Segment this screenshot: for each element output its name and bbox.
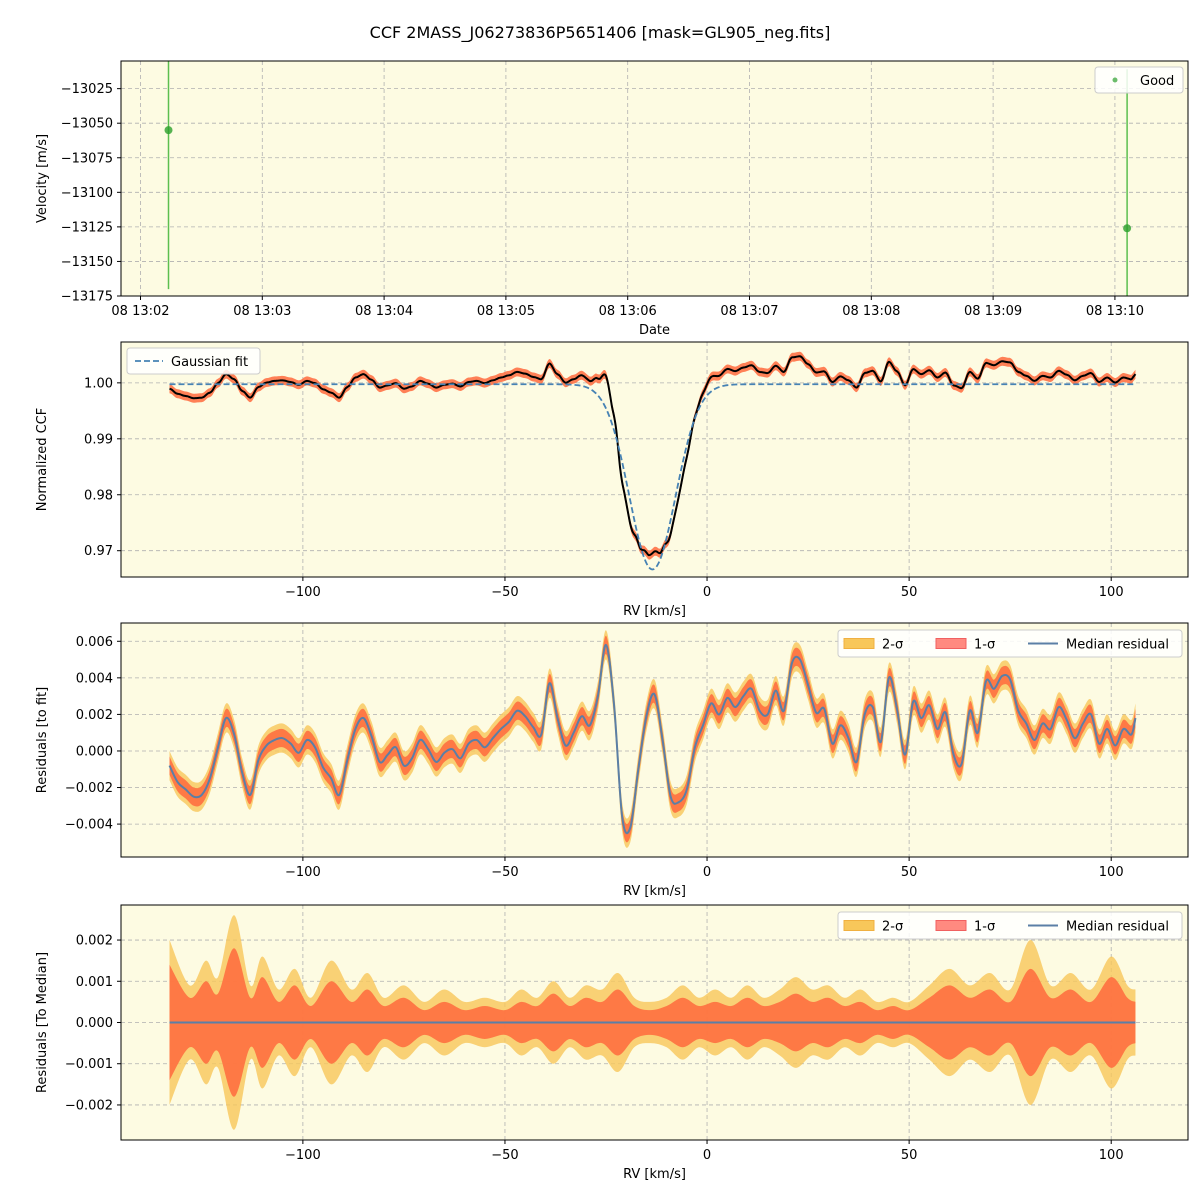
y-tick-label: −13175	[61, 290, 113, 305]
x-tick-label: 50	[901, 585, 918, 600]
x-tick-label: 08 13:04	[355, 304, 413, 319]
ccf-panel: −100 −50 0 50 100 0.97 0.98 0.99 1.00 RV [km/s] No…	[35, 341, 1189, 619]
y-tick-label: −0.001	[65, 1057, 113, 1072]
plot-area	[164, 61, 1132, 296]
y-tick-label: −0.002	[65, 1098, 113, 1113]
residuals-to-median-panel: −100 −50 0 50 100 −0.002 −0.001 0.000 0.001 0.002…	[35, 904, 1189, 1182]
y-tick-label: −13025	[61, 82, 113, 97]
x-tick-label: 0	[703, 865, 711, 880]
y-axis-label: Residuals [to fit]	[35, 687, 50, 793]
y-tick-label: 0.004	[76, 671, 113, 686]
x-tick-label: 50	[901, 865, 918, 880]
x-tick-label: 08 13:09	[964, 304, 1022, 319]
x-tick-label: 0	[703, 585, 711, 600]
x-tick-label: 0	[703, 1148, 711, 1163]
figure-title: CCF 2MASS_J06273836P5651406 [mask=GL905_…	[370, 23, 831, 43]
x-tick-label: −100	[285, 585, 321, 600]
y-axis-label: Velocity [m/s]	[35, 134, 50, 223]
x-tick-label: 50	[901, 1148, 918, 1163]
y-tick-label: 0.002	[76, 708, 113, 723]
x-tick-label: 08 13:03	[233, 304, 291, 319]
y-tick-label: −13075	[61, 151, 113, 166]
legend-swatch-2sigma	[843, 920, 875, 931]
x-tick-label: −50	[491, 585, 518, 600]
plot-area	[168, 630, 1137, 848]
velocity-point	[1123, 224, 1132, 233]
x-tick-label: 08 13:10	[1086, 304, 1144, 319]
gaussian-fit-line	[169, 383, 1136, 571]
x-tick-label: 100	[1099, 585, 1124, 600]
legend-label-1sigma: 1-σ	[974, 638, 995, 653]
axes-frame	[120, 622, 1189, 858]
legend-label-median: Median residual	[1066, 638, 1169, 653]
y-axis-label: Residuals [To Median]	[35, 952, 50, 1093]
y-tick-label: 0.97	[84, 544, 113, 559]
y-tick-label: −0.002	[65, 781, 113, 796]
y-tick-label: −13125	[61, 220, 113, 235]
x-tick-label: 100	[1099, 1148, 1124, 1163]
x-tick-label: 08 13:05	[477, 304, 535, 319]
legend-label-2sigma: 2-σ	[882, 638, 903, 653]
legend-box	[837, 911, 1183, 940]
x-tick-label: −100	[285, 865, 321, 880]
plot-background	[121, 61, 1188, 296]
x-tick-label: 100	[1099, 865, 1124, 880]
legend-label-gaussian: Gaussian fit	[171, 355, 248, 370]
x-tick-label: 08 13:02	[111, 304, 169, 319]
legend-swatch-2sigma	[843, 638, 875, 649]
y-tick-label: 0.001	[76, 975, 113, 990]
x-axis-label: RV [km/s]	[623, 1167, 686, 1182]
velocity-panel: 08 13:02 08 13:03 08 13:04 08 13:05 08 13:06…	[35, 60, 1189, 338]
y-tick-label: −13100	[61, 186, 113, 201]
legend-swatch-1sigma	[935, 920, 967, 931]
legend-box	[837, 629, 1183, 658]
y-tick-label: 0.000	[76, 744, 113, 759]
x-tick-label: −50	[491, 865, 518, 880]
y-tick-label: 0.002	[76, 934, 113, 949]
x-tick-label: 08 13:08	[842, 304, 900, 319]
axes-frame	[120, 904, 1189, 1141]
legend-label-1sigma: 1-σ	[974, 920, 995, 935]
y-tick-label: 0.99	[84, 432, 113, 447]
y-tick-label: 0.98	[84, 488, 113, 503]
x-axis-label: RV [km/s]	[623, 884, 686, 899]
legend-label-2sigma: 2-σ	[882, 920, 903, 935]
legend-box	[1094, 66, 1184, 94]
x-tick-label: 08 13:06	[599, 304, 657, 319]
legend-label-median: Median residual	[1066, 920, 1169, 935]
axes-frame	[120, 60, 1189, 297]
ccf-line	[169, 355, 1137, 557]
legend-label-good: Good	[1140, 74, 1174, 89]
y-tick-label: 1.00	[84, 376, 113, 391]
y-axis-label: Normalized CCF	[35, 408, 50, 512]
plot-area	[169, 351, 1137, 571]
residuals-to-fit-panel: −100 −50 0 50 100 −0.004 −0.002 0.000 0.002 0.004…	[35, 622, 1189, 899]
x-axis-label: Date	[639, 323, 670, 338]
x-tick-label: −100	[285, 1148, 321, 1163]
legend-box	[126, 347, 261, 375]
x-tick-label: −50	[491, 1148, 518, 1163]
axes-frame	[120, 341, 1189, 578]
y-tick-label: 0.000	[76, 1016, 113, 1031]
y-tick-label: −13050	[61, 117, 113, 132]
legend-swatch-1sigma	[935, 638, 967, 649]
plot-area	[169, 915, 1136, 1130]
x-axis-label: RV [km/s]	[623, 604, 686, 619]
y-tick-label: 0.006	[76, 635, 113, 650]
median-residual-line	[168, 643, 1137, 835]
legend-marker-good	[1112, 77, 1118, 83]
x-tick-label: 08 13:07	[720, 304, 778, 319]
velocity-point	[164, 126, 173, 135]
y-tick-label: −13150	[61, 255, 113, 270]
y-tick-label: −0.004	[65, 818, 113, 833]
